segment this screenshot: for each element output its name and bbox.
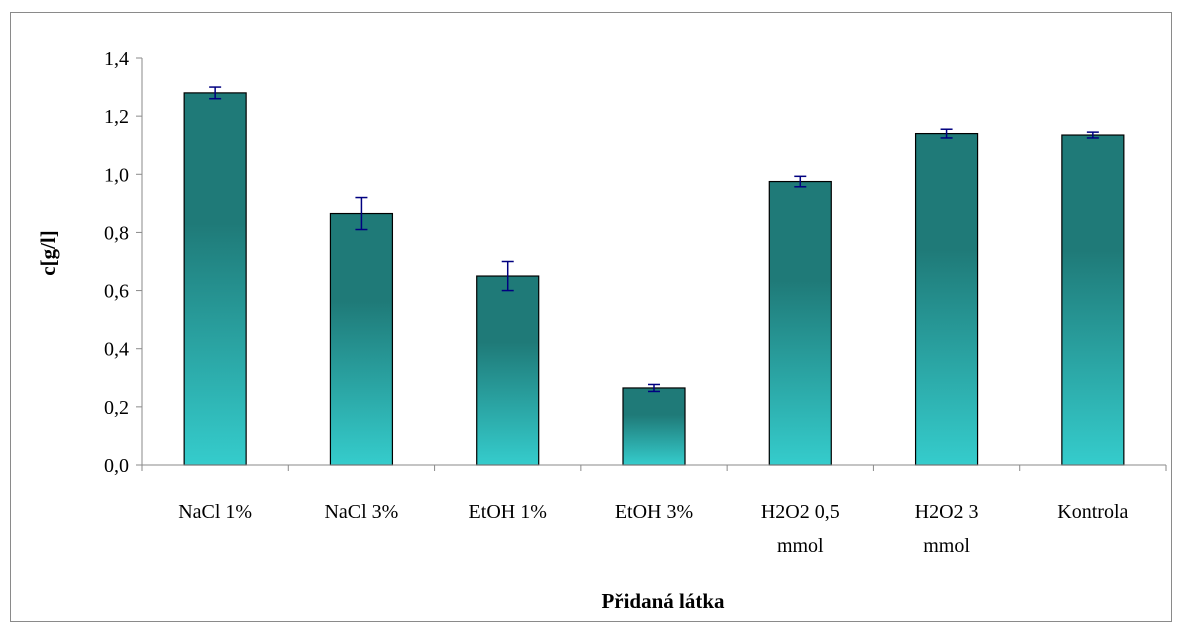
y-tick-label: 0,8 (104, 222, 129, 244)
x-category-label: Kontrola (1057, 501, 1128, 523)
error-bar (355, 196, 368, 231)
x-category-label-line: Kontrola (1057, 501, 1128, 523)
x-category-label-line: EtOH 1% (469, 501, 547, 523)
bars (183, 92, 1125, 466)
x-category-label-line: EtOH 3% (615, 501, 693, 523)
y-axis-ticks: 0,0 0,2 0,4 0,6 0,8 1,0 1,2 1,4 (104, 48, 142, 477)
bar (622, 387, 686, 466)
x-category-label-line: H2O2 3 (915, 501, 979, 523)
y-tick-label: 0,6 (104, 281, 129, 303)
y-tick-label: 0,2 (104, 397, 129, 419)
error-bar (209, 86, 222, 100)
x-category-label-line: NaCl 3% (324, 501, 398, 523)
bar (329, 212, 394, 466)
x-axis-categories: NaCl 1% NaCl 3% EtOH 1% EtOH 3% H2O2 0,5 mmol… (178, 501, 1128, 557)
error-bar (1086, 131, 1099, 139)
y-tick-label: 0,0 (104, 455, 129, 477)
x-category-label: H2O2 3 mmol (915, 501, 979, 557)
bar (183, 92, 247, 466)
x-category-label: EtOH 3% (615, 501, 693, 523)
x-category-label: NaCl 1% (178, 501, 252, 523)
x-category-label-line: NaCl 1% (178, 501, 252, 523)
x-axis-title: Přidaná látka (601, 589, 725, 613)
bar (768, 180, 832, 466)
y-tick-label: 1,2 (104, 106, 129, 128)
x-category-label: NaCl 3% (324, 501, 398, 523)
bar (476, 275, 540, 466)
error-bar (648, 383, 660, 393)
y-tick-label: 1,4 (104, 48, 129, 70)
y-tick-label: 1,0 (104, 164, 129, 186)
error-bars (209, 86, 1099, 393)
bar (914, 132, 979, 466)
error-bar (501, 260, 514, 292)
error-bar (940, 128, 953, 139)
x-category-label-line: mmol (923, 535, 970, 557)
x-category-label-line: H2O2 0,5 (761, 501, 840, 523)
y-axis-title: c[g/l] (36, 230, 60, 275)
x-category-label-line: mmol (777, 535, 824, 557)
x-category-label: H2O2 0,5 mmol (761, 501, 840, 557)
error-bar (794, 175, 807, 188)
y-tick-label: 0,4 (104, 339, 129, 361)
axes (141, 58, 1167, 471)
x-category-label: EtOH 1% (469, 501, 547, 523)
bar (1061, 134, 1125, 466)
